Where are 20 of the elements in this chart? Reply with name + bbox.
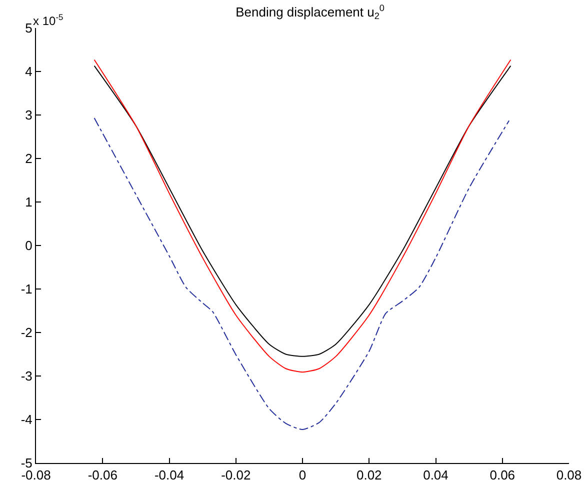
y-tick-label: 0 (25, 238, 32, 254)
y-tick-label: 2 (25, 151, 32, 166)
x-tick-label: 0 (298, 468, 306, 483)
y-tick-label: 4 (25, 64, 32, 80)
x-tick-label: 0.06 (490, 468, 516, 483)
x-tick-label: 0.08 (556, 468, 582, 483)
y-tick-label: 5 (25, 20, 32, 36)
y-tick-label: -1 (20, 282, 32, 297)
x-tick-label: 0.02 (356, 468, 382, 483)
y-tick-label: -4 (20, 412, 32, 428)
x-tick-label: 0.04 (423, 468, 448, 483)
y-tick-label: -3 (20, 368, 32, 384)
x-tick-label: -0.04 (154, 468, 184, 483)
y-tick-label: -2 (20, 325, 32, 340)
y-tick-label: 1 (25, 194, 32, 210)
y-tick-label: 3 (25, 108, 32, 123)
line-series (94, 118, 510, 430)
x-tick-label: -0.06 (88, 468, 118, 483)
x-tick-label: -0.02 (221, 468, 251, 483)
annotation: x 10$^{-5}$ (33, 12, 64, 28)
